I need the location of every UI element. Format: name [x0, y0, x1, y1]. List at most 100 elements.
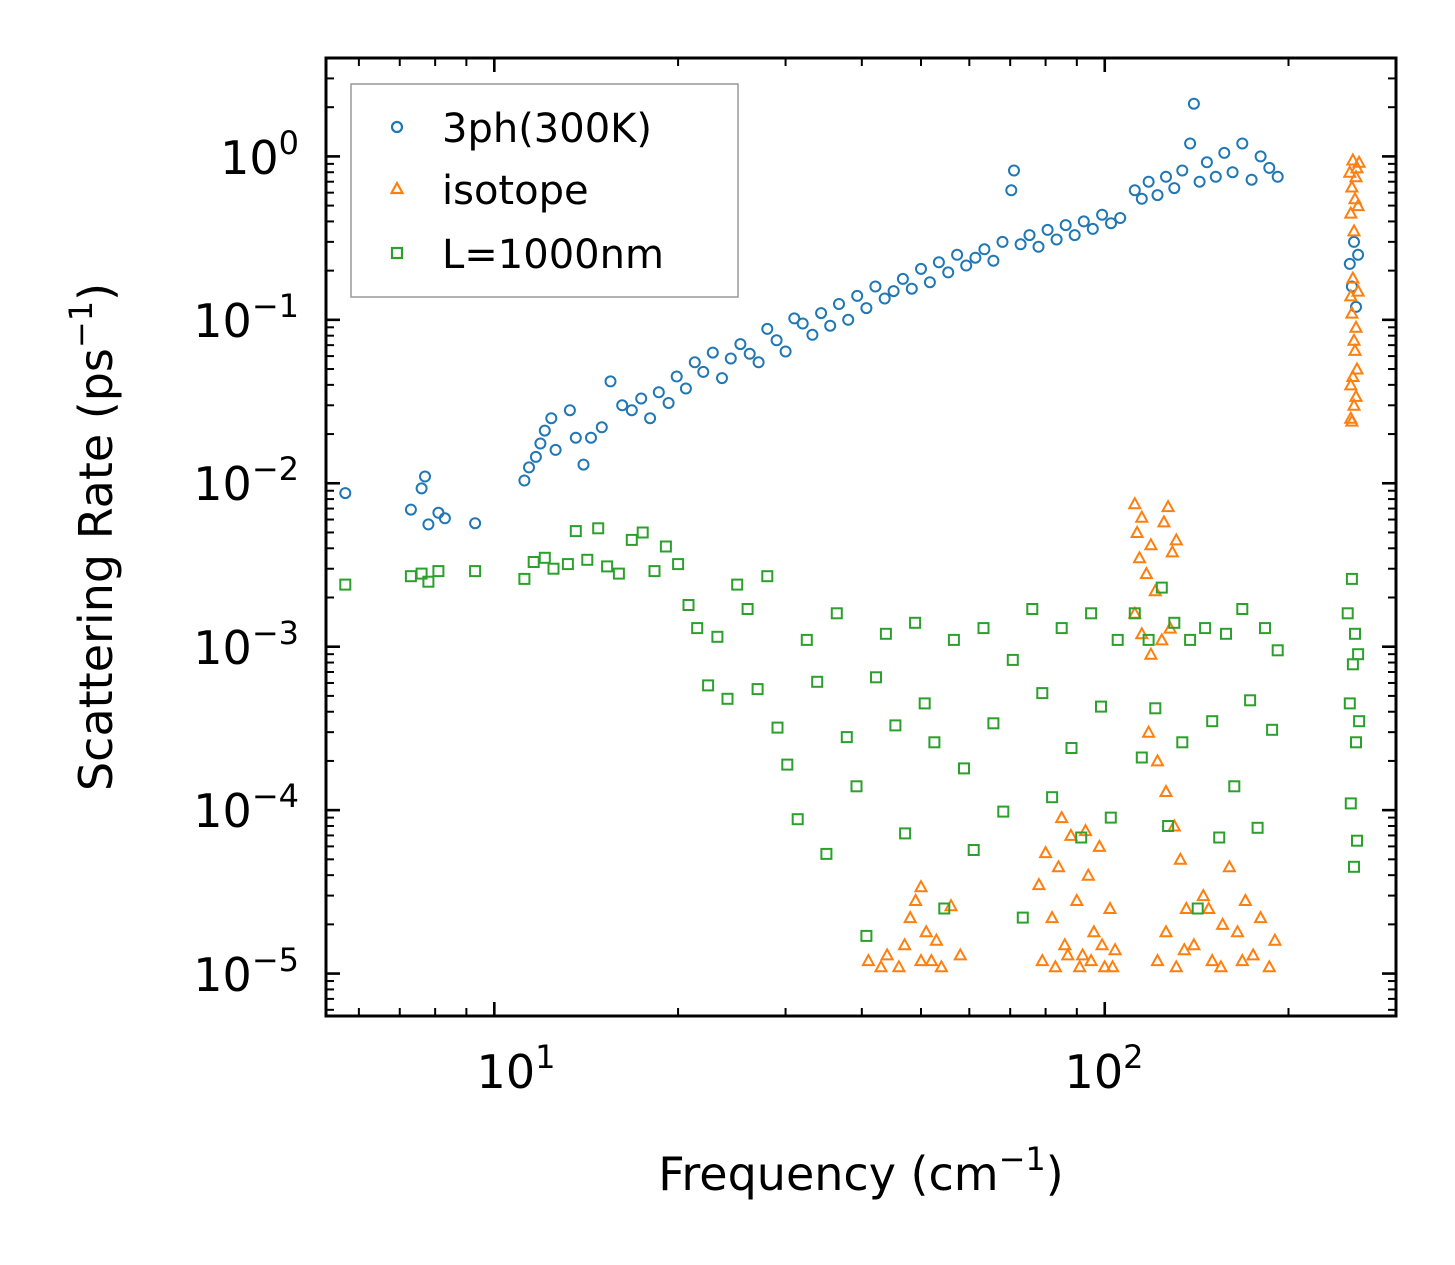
data-point: [706, 346, 719, 359]
data-point: [1035, 953, 1050, 967]
data-point: [1266, 723, 1279, 736]
data-point: [1038, 845, 1053, 859]
data-point: [913, 953, 929, 967]
data-point: [1081, 867, 1096, 881]
data-point: [1244, 694, 1257, 707]
legend-square-marker: [390, 246, 404, 260]
y-axis-title: Scattering Rate (ps−1): [62, 283, 123, 791]
data-point: [987, 717, 1000, 730]
data-point: [339, 578, 352, 591]
data-point: [909, 616, 922, 629]
data-point: [815, 307, 828, 320]
data-point: [625, 404, 638, 417]
data-point: [1107, 942, 1123, 956]
data-point: [1351, 154, 1367, 168]
data-point: [1349, 361, 1365, 375]
data-point: [915, 262, 927, 275]
data-point: [569, 525, 582, 538]
data-point: [913, 879, 929, 893]
data-point: [1345, 270, 1361, 284]
data-point: [842, 313, 855, 326]
data-point: [1105, 217, 1117, 230]
data-point: [432, 565, 445, 578]
data-point: [1351, 834, 1363, 847]
data-point: [1160, 170, 1172, 183]
data-point: [771, 721, 784, 734]
data-point: [958, 762, 970, 775]
data-point: [1245, 947, 1261, 961]
data-point: [860, 302, 873, 315]
data-point: [1205, 953, 1220, 967]
data-point: [585, 431, 597, 444]
data-point: [891, 959, 907, 973]
data-point: [1065, 742, 1078, 754]
series-3-points: [339, 522, 1366, 942]
data-point: [1352, 248, 1365, 261]
data-point: [724, 352, 737, 365]
x-tick-label-100: 102: [1065, 1038, 1144, 1099]
data-point: [1345, 368, 1361, 382]
data-point: [1005, 184, 1018, 197]
data-point: [840, 731, 853, 744]
data-point: [1050, 233, 1063, 246]
data-point: [636, 526, 649, 539]
data-point: [1143, 537, 1159, 551]
data-point: [752, 356, 765, 369]
data-point: [523, 461, 535, 474]
data-point: [1348, 169, 1364, 183]
data-point: [1111, 633, 1124, 646]
data-point: [1167, 818, 1182, 832]
data-point: [918, 697, 931, 710]
data-point: [604, 375, 617, 388]
data-point: [903, 910, 918, 924]
data-point: [538, 424, 551, 437]
data-point: [1349, 627, 1361, 640]
data-points: [339, 97, 1367, 973]
data-point: [1173, 851, 1188, 865]
data-point: [1350, 736, 1362, 749]
data-point: [830, 607, 843, 620]
data-point: [908, 892, 923, 906]
data-point: [1135, 192, 1148, 205]
data-point: [1179, 900, 1194, 914]
data-point: [662, 397, 675, 409]
data-point: [438, 512, 451, 525]
data-point: [1347, 191, 1363, 205]
data-point: [960, 259, 973, 272]
data-point: [1128, 184, 1141, 197]
data-point: [648, 565, 661, 578]
data-point: [820, 847, 833, 860]
data-point: [942, 266, 955, 279]
data-point: [1051, 859, 1066, 873]
data-point: [1271, 644, 1284, 657]
data-point: [1200, 156, 1213, 169]
data-point: [1350, 283, 1366, 297]
legend-label-boundary: L=1000nm: [442, 232, 664, 278]
data-point: [1148, 583, 1163, 597]
data-point: [811, 675, 824, 688]
data-point: [978, 243, 991, 256]
data-point: [1077, 215, 1090, 228]
data-point: [1350, 300, 1362, 313]
data-point: [422, 575, 435, 588]
data-point: [1236, 603, 1249, 615]
data-point: [1143, 646, 1159, 660]
data-point: [545, 412, 558, 425]
data-point: [1094, 937, 1110, 951]
data-point: [1150, 953, 1165, 967]
data-point: [1036, 687, 1049, 700]
data-point: [899, 827, 912, 840]
data-point: [1086, 222, 1099, 235]
data-point: [652, 386, 665, 399]
data-point: [1128, 607, 1141, 620]
data-point: [967, 844, 980, 856]
data-point: [943, 898, 959, 912]
data-point: [947, 633, 960, 646]
data-point: [1095, 700, 1107, 713]
data-point: [1105, 959, 1120, 973]
y-tick-label-1e0: 100: [220, 124, 299, 185]
data-point: [415, 567, 428, 580]
data-point: [1158, 924, 1174, 938]
data-point: [1184, 633, 1197, 646]
